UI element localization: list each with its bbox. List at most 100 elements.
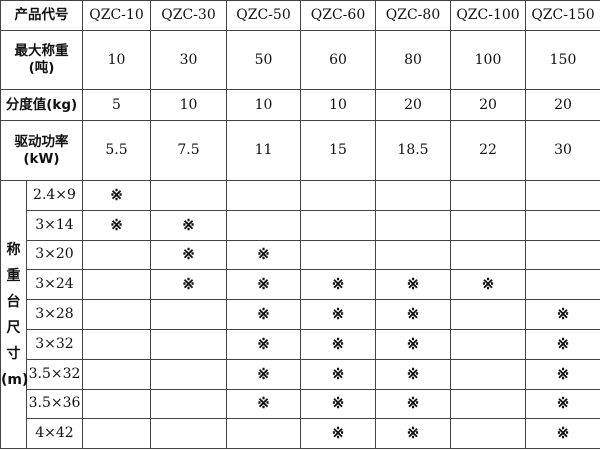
spec-value: 15	[300, 120, 376, 181]
empty-cell	[450, 299, 526, 330]
platform-size: 3.5×36	[26, 388, 83, 420]
spec-label: 分度值(kg)	[0, 89, 83, 121]
model-header: QZC-10	[82, 0, 151, 31]
spec-value: 20	[450, 89, 526, 121]
empty-cell	[525, 239, 600, 271]
size-row: 3.5×32 ※ ※ ※ ※	[1, 358, 600, 390]
availability-mark: ※	[375, 388, 451, 420]
availability-mark: ※	[525, 299, 600, 330]
spec-value: 22	[450, 120, 526, 181]
availability-mark: ※	[300, 418, 376, 450]
header-label: 产品代号	[0, 0, 83, 31]
size-row: 称重台尺寸 (m) 2.4×9 ※	[0, 179, 600, 450]
model-header: QZC-30	[150, 0, 227, 31]
availability-mark: ※	[82, 209, 151, 241]
spec-value: 80	[375, 30, 451, 90]
platform-size: 3×24	[26, 269, 83, 301]
spec-value: 5	[82, 89, 151, 121]
availability-mark: ※	[375, 418, 451, 450]
availability-mark: ※	[300, 388, 376, 420]
empty-cell	[375, 239, 451, 271]
empty-cell	[82, 418, 151, 450]
spec-label: 最大称重 (吨)	[0, 30, 83, 90]
spec-value: 5.5	[82, 120, 151, 181]
availability-mark: ※	[226, 269, 301, 301]
empty-cell	[375, 180, 451, 211]
model-header: QZC-60	[300, 0, 376, 31]
platform-size: 3.5×32	[26, 358, 83, 390]
size-row: 3×20 ※ ※	[1, 239, 600, 271]
availability-mark: ※	[525, 418, 600, 450]
model-header: QZC-150	[525, 0, 600, 31]
availability-mark: ※	[226, 388, 301, 420]
empty-cell	[82, 388, 151, 420]
empty-cell	[150, 299, 227, 330]
availability-mark: ※	[150, 209, 227, 241]
label-char: 尺	[6, 319, 21, 336]
spec-value: 11	[226, 120, 301, 181]
label-char: 称	[6, 241, 21, 258]
label-char: 重	[6, 267, 21, 284]
spec-value: 20	[375, 89, 451, 121]
empty-cell	[300, 209, 376, 241]
availability-mark: ※	[525, 358, 600, 390]
availability-mark: ※	[525, 328, 600, 360]
availability-mark: ※	[300, 358, 376, 390]
availability-mark: ※	[226, 328, 301, 360]
empty-cell	[82, 239, 151, 271]
size-row: 3×28 ※ ※ ※ ※	[1, 299, 600, 330]
spec-value: 30	[150, 30, 227, 90]
size-row: 3×32 ※ ※ ※ ※	[1, 328, 600, 360]
empty-cell	[300, 180, 376, 211]
size-row: 3.5×36 ※ ※ ※ ※	[1, 388, 600, 420]
empty-cell	[82, 299, 151, 330]
availability-mark: ※	[375, 269, 451, 301]
size-row: 4×42 ※ ※ ※	[1, 418, 600, 450]
size-row: 3×14 ※ ※	[1, 209, 600, 241]
empty-cell	[450, 418, 526, 450]
spec-value: 150	[525, 30, 600, 90]
empty-cell	[450, 358, 526, 390]
availability-mark: ※	[226, 358, 301, 390]
model-header: QZC-100	[450, 0, 526, 31]
spec-unit: (吨)	[28, 60, 55, 76]
empty-cell	[150, 388, 227, 420]
spec-row: 驱动功率 (kW) 5.5 7.5 11 15 18.5 22 30	[0, 120, 600, 181]
availability-mark: ※	[150, 269, 227, 301]
empty-cell	[525, 209, 600, 241]
spec-value: 7.5	[150, 120, 227, 181]
spec-name: 驱动功率	[14, 133, 69, 150]
availability-mark: ※	[300, 328, 376, 360]
spec-value: 18.5	[375, 120, 451, 181]
platform-size: 3×14	[26, 209, 83, 241]
platform-size-label: 称重台尺寸 (m)	[0, 179, 28, 450]
size-row: 3×24 ※ ※ ※ ※ ※	[1, 269, 600, 301]
platform-size: 3×20	[26, 239, 83, 271]
availability-mark: ※	[82, 180, 151, 211]
empty-cell	[375, 209, 451, 241]
spec-value: 60	[300, 30, 376, 90]
empty-cell	[300, 239, 376, 271]
spec-value: 100	[450, 30, 526, 90]
header-row: 产品代号 QZC-10 QZC-30 QZC-50 QZC-60 QZC-80 QZC-10…	[0, 0, 600, 31]
label-char: 寸	[6, 345, 21, 362]
empty-cell	[150, 180, 227, 211]
availability-mark: ※	[375, 328, 451, 360]
empty-cell	[150, 418, 227, 450]
empty-cell	[450, 180, 526, 211]
empty-cell	[450, 328, 526, 360]
platform-size: 2.4×9	[26, 180, 83, 211]
spec-value: 10	[226, 89, 301, 121]
availability-mark: ※	[226, 239, 301, 271]
availability-mark: ※	[150, 239, 227, 271]
spec-value: 20	[525, 89, 600, 121]
platform-size: 3×32	[26, 328, 83, 360]
empty-cell	[150, 358, 227, 390]
platform-size: 4×42	[26, 418, 83, 450]
availability-mark: ※	[450, 269, 526, 301]
empty-cell	[450, 209, 526, 241]
spec-value: 10	[300, 89, 376, 121]
model-header: QZC-80	[375, 0, 451, 31]
spec-row: 分度值(kg) 5 10 10 10 20 20 20	[0, 89, 600, 121]
